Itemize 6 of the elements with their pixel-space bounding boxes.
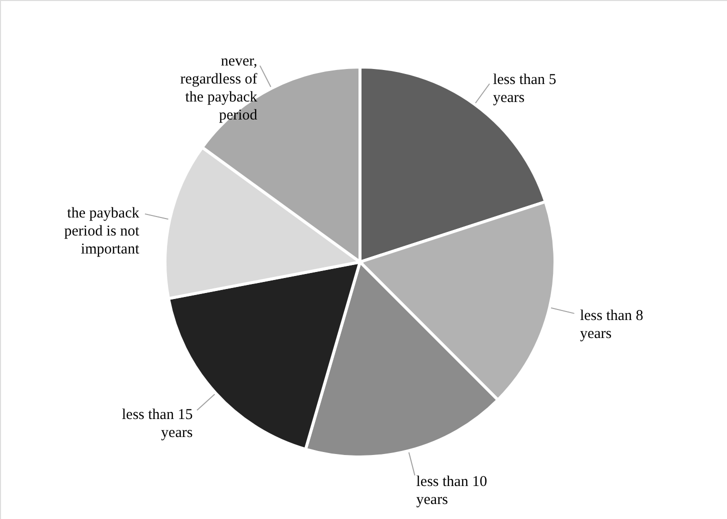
slice-label: less than 5 years <box>492 72 556 106</box>
slice-label: less than 8 years <box>580 308 644 342</box>
slice-label: the payback period is not important <box>64 206 140 258</box>
slice-label: less than 10 years <box>416 474 488 508</box>
slice-label: never, regardless of the payback period <box>180 53 258 124</box>
slice-label: less than 15 years <box>122 407 193 442</box>
